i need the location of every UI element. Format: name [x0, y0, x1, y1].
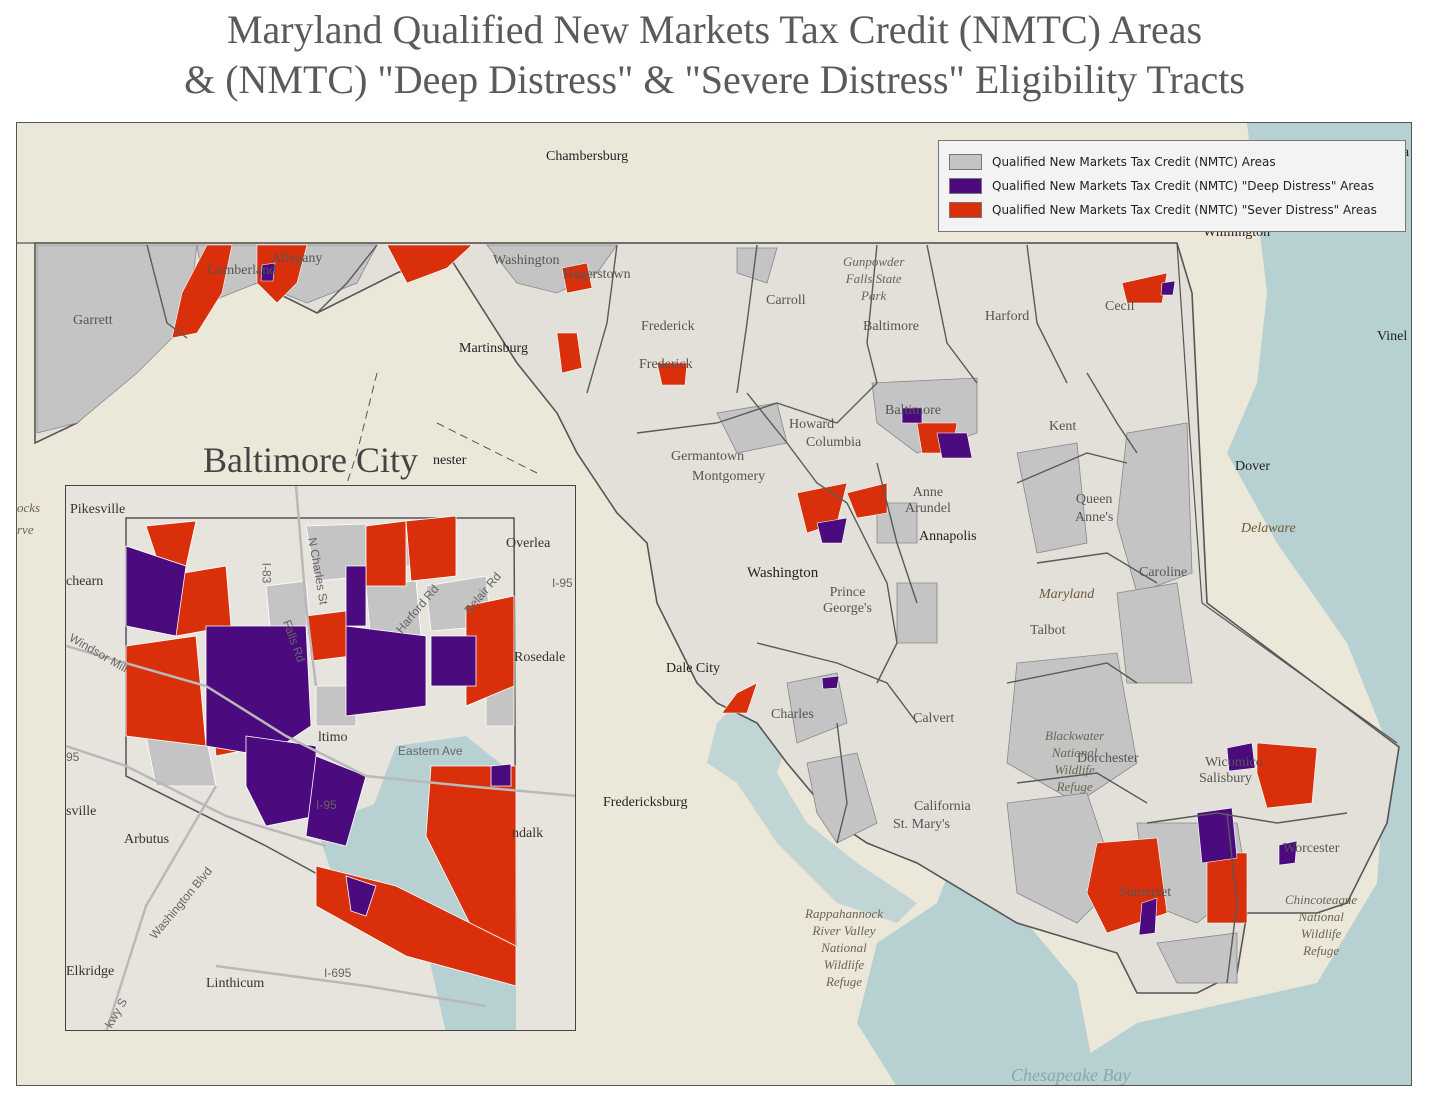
place-frederick-city: Frederick	[639, 357, 693, 372]
legend-label-qualified: Qualified New Markets Tax Credit (NMTC) …	[992, 155, 1276, 169]
inset-road-i695: I-695	[324, 966, 352, 980]
county-garrett: Garrett	[73, 313, 113, 328]
inset-title: Baltimore City	[203, 440, 418, 480]
place-winchester: nester	[433, 453, 467, 468]
legend-label-severe-distress: Qualified New Markets Tax Credit (NMTC) …	[992, 203, 1377, 217]
inset-road-eastern-ave: Eastern Ave	[398, 744, 463, 758]
inset-canvas[interactable]	[66, 486, 576, 1031]
inset-roads	[66, 486, 575, 1030]
place-dover: Dover	[1235, 459, 1270, 474]
inset-label-elkridge: Elkridge	[66, 964, 115, 979]
county-dorchester: Dorchester	[1077, 751, 1139, 766]
legend-item-severe-distress: Qualified New Markets Tax Credit (NMTC) …	[949, 201, 1377, 219]
baltimore-city-inset[interactable]: Pikesville Overlea chearn Rosedale svill…	[65, 485, 576, 1031]
legend-swatch-severe-distress	[949, 202, 982, 218]
county-queen-annes: Queen Anne's	[1075, 492, 1114, 525]
county-caroline: Caroline	[1139, 565, 1188, 580]
inset-road-i95-c: 95	[66, 750, 80, 764]
county-allegany: Allegany	[271, 251, 323, 266]
place-dale-city: Dale City	[666, 661, 721, 676]
inset-label-dundalk: ndalk	[512, 826, 544, 841]
county-somerset: Somerset	[1119, 885, 1172, 900]
park-blackwater: Blackwater National Wildlife Refuge	[1045, 728, 1105, 794]
map-title-line1: Maryland Qualified New Markets Tax Credi…	[226, 7, 1203, 52]
county-carroll: Carroll	[766, 293, 806, 308]
county-wicomico: Wicomico	[1205, 755, 1263, 770]
legend-swatch-qualified	[949, 154, 982, 170]
inset-label-woodlawn: chearn	[66, 574, 104, 589]
place-baltimore-city: Baltimore	[885, 403, 941, 418]
county-washington: Washington	[493, 253, 560, 268]
inset-label-rosedale: Rosedale	[514, 650, 566, 665]
inset-severe-tracts	[125, 515, 517, 987]
place-annapolis: Annapolis	[919, 529, 977, 544]
inset-road-i95-b: I-95	[552, 576, 573, 590]
county-anne-arundel: Anne Arundel	[905, 485, 951, 516]
state-delaware: Delaware	[1241, 521, 1296, 536]
place-fredericksburg: Fredericksburg	[603, 795, 688, 810]
inset-road-i95-a: I-95	[316, 798, 337, 812]
park-gunpowder: Gunpowder Falls State Park	[843, 254, 905, 303]
inset-label-arbutus: Arbutus	[124, 832, 170, 847]
map-frame[interactable]: Chambersburg Wilmington Vinel ia Martins…	[16, 122, 1412, 1086]
inset-label-linthicum: Linthicum	[206, 976, 265, 991]
map-title-line2: & (NMTC) "Deep Distress" & "Severe Distr…	[184, 57, 1245, 102]
county-talbot: Talbot	[1030, 623, 1066, 638]
place-salisbury: Salisbury	[1199, 771, 1252, 786]
place-germantown: Germantown	[671, 449, 745, 464]
legend-item-deep-distress: Qualified New Markets Tax Credit (NMTC) …	[949, 177, 1374, 195]
county-frederick: Frederick	[641, 319, 695, 334]
legend-swatch-deep-distress	[949, 178, 982, 194]
place-locks: ocks	[17, 500, 41, 515]
county-montgomery: Montgomery	[692, 469, 766, 484]
inset-deep-tracts	[125, 545, 512, 917]
legend: Qualified New Markets Tax Credit (NMTC) …	[938, 140, 1406, 232]
wv-boundary-dashes	[296, 372, 538, 624]
county-howard: Howard	[789, 417, 835, 432]
potomac-river	[707, 683, 917, 923]
chesapeake-bay	[857, 413, 1097, 1085]
place-columbia: Columbia	[806, 435, 862, 450]
place-vineland: Vinel	[1377, 329, 1408, 344]
water-chesapeake-bay: Chesapeake Bay	[1011, 1065, 1131, 1085]
place-california: California	[914, 799, 971, 814]
inset-road-i83: I-83	[259, 562, 274, 584]
deep-distress-areas	[260, 262, 1298, 936]
county-calvert: Calvert	[913, 711, 955, 726]
inset-label-pikesville: Pikesville	[70, 502, 126, 517]
county-worcester: Worcester	[1283, 841, 1340, 856]
state-boundaries	[17, 242, 1398, 744]
county-kent: Kent	[1049, 419, 1077, 434]
county-prince-georges: Prince George's	[823, 585, 872, 616]
inset-label-catonsville: sville	[66, 804, 97, 819]
place-chambersburg: Chambersburg	[546, 149, 629, 164]
place-cumberland: Cumberland	[207, 263, 277, 278]
county-lines	[146, 244, 1348, 984]
atlantic-water	[1040, 123, 1411, 1085]
place-hagerstown: Hagerstown	[563, 267, 631, 282]
county-st-marys: St. Mary's	[893, 817, 950, 832]
county-harford: Harford	[985, 309, 1030, 324]
state-maryland: Maryland	[1039, 587, 1095, 602]
park-rappahannock: Rappahannock River Valley National Wildl…	[805, 906, 883, 989]
inset-label-overlea: Overlea	[506, 536, 551, 551]
inset-label-baltimore: ltimo	[318, 730, 348, 745]
county-cecil: Cecil	[1105, 299, 1135, 314]
place-washington: Washington	[747, 565, 819, 581]
park-chincoteague: Chincoteague National Wildlife Refuge	[1285, 892, 1358, 958]
county-baltimore: Baltimore	[863, 319, 919, 334]
legend-item-qualified: Qualified New Markets Tax Credit (NMTC) …	[949, 153, 1276, 171]
place-erve: rve	[17, 522, 34, 537]
map-canvas[interactable]	[17, 123, 1412, 1086]
place-martinsburg: Martinsburg	[459, 341, 528, 356]
county-charles: Charles	[771, 707, 814, 722]
legend-label-deep-distress: Qualified New Markets Tax Credit (NMTC) …	[992, 179, 1375, 193]
